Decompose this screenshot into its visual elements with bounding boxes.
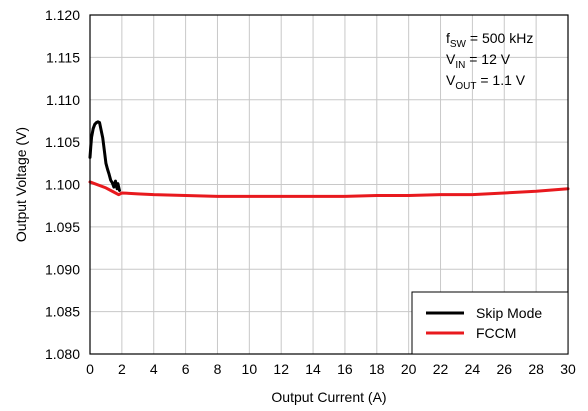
y-tick-label: 1.120 <box>45 7 80 23</box>
x-tick-label: 14 <box>305 361 321 377</box>
x-tick-label: 30 <box>560 361 576 377</box>
x-tick-label: 6 <box>182 361 190 377</box>
plot-frame <box>89 14 569 355</box>
y-tick-label: 1.090 <box>45 261 80 277</box>
y-tick-label: 1.100 <box>45 177 80 193</box>
annotation-line: VIN = 12 V <box>446 51 511 71</box>
y-tick-labels: 1.080 1.085 1.090 1.095 1.100 1.105 1.110 1.115… <box>45 7 80 362</box>
x-tick-label: 26 <box>496 361 512 377</box>
y-tick-label: 1.110 <box>46 92 80 108</box>
x-tick-label: 10 <box>242 361 258 377</box>
x-tick-label: 20 <box>401 361 417 377</box>
x-tick-label: 18 <box>369 361 385 377</box>
series-layer <box>88 120 570 198</box>
legend-label: Skip Mode <box>476 305 542 321</box>
y-tick-label: 1.105 <box>45 134 80 150</box>
x-axis-title: Output Current (A) <box>271 389 386 405</box>
x-tick-label: 4 <box>150 361 158 377</box>
y-tick-label: 1.085 <box>45 304 80 320</box>
x-tick-label: 22 <box>433 361 449 377</box>
x-tick-label: 2 <box>118 361 126 377</box>
y-tick-label: 1.080 <box>45 346 80 362</box>
annotation-line: fSW = 500 kHz <box>446 30 533 50</box>
legend: Skip Mode FCCM <box>411 291 569 355</box>
x-tick-label: 0 <box>86 361 94 377</box>
annotation-line: VOUT = 1.1 V <box>446 72 526 92</box>
x-tick-label: 12 <box>273 361 289 377</box>
series-line-skip-mode <box>88 120 121 192</box>
legend-label: FCCM <box>476 325 516 341</box>
x-tick-label: 24 <box>465 361 481 377</box>
y-tick-label: 1.095 <box>45 219 80 235</box>
series-line-fccm <box>88 180 570 198</box>
x-tick-label: 16 <box>337 361 353 377</box>
y-tick-label: 1.115 <box>46 49 80 65</box>
x-tick-label: 28 <box>528 361 544 377</box>
x-tick-label: 8 <box>214 361 222 377</box>
x-tick-labels: 0 2 4 6 8 10 12 14 16 18 20 22 24 26 28 30 <box>86 361 576 377</box>
y-axis-title: Output Voltage (V) <box>13 127 29 242</box>
legend-box <box>411 291 569 355</box>
